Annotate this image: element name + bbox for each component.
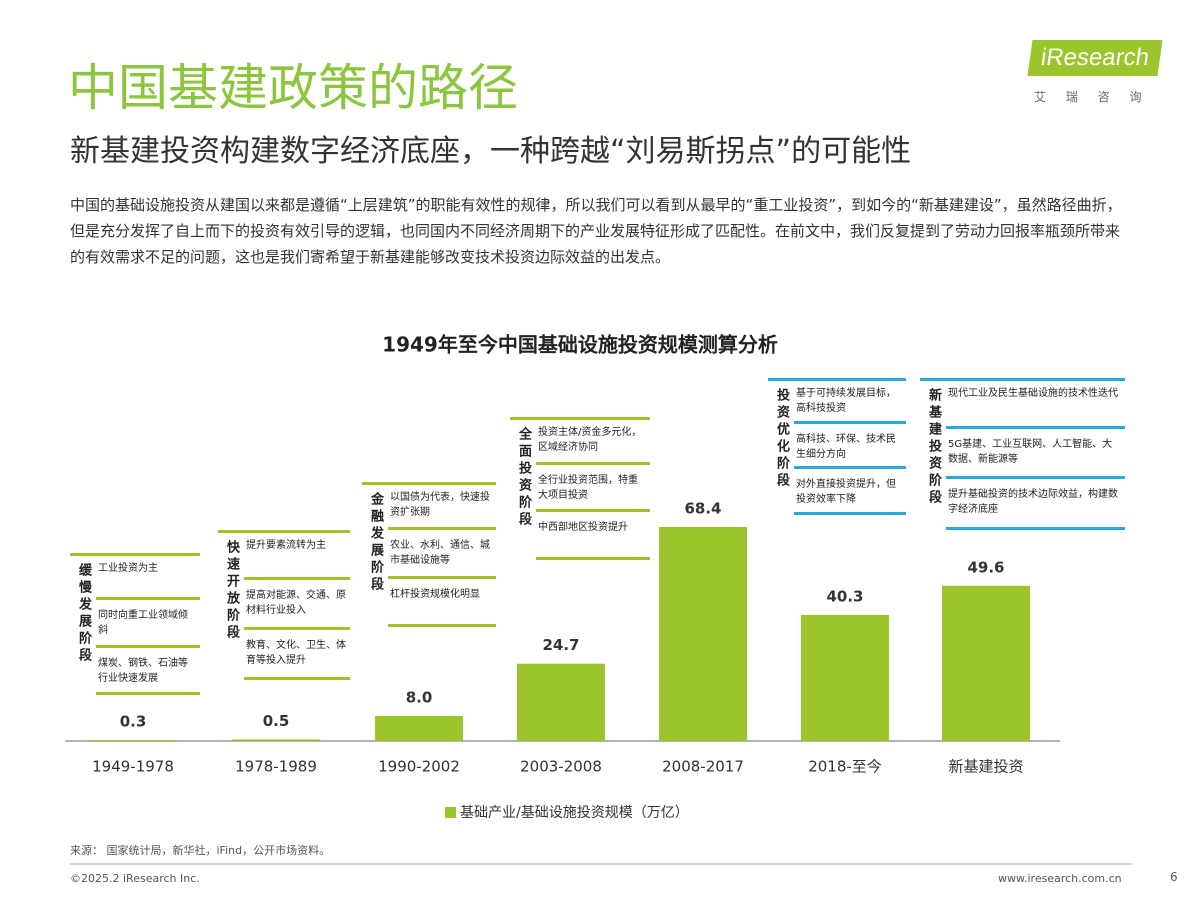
stage-item: 投资主体/资金多元化，区域经济协同 bbox=[538, 427, 642, 453]
stage-item: 农业、水利、通信、城市基础设施等 bbox=[390, 540, 490, 567]
stage-rule bbox=[946, 476, 1125, 480]
stage-rule bbox=[920, 378, 1125, 381]
stage-item: 教育、文化、卫生、体育等投入提升 bbox=[246, 640, 346, 666]
value-label: 68.4 bbox=[684, 500, 721, 518]
value-label: 24.7 bbox=[542, 636, 579, 654]
stage-item: 以国债为代表，快速投资扩张期 bbox=[390, 492, 490, 518]
stage-item: 基于可持续发展目标，高科技投资 bbox=[796, 388, 896, 414]
stage-item: 全行业投资范围，特重大项目投资 bbox=[538, 474, 638, 501]
x-tick-label: 2018-至今 bbox=[808, 758, 882, 776]
stage-rule bbox=[96, 597, 200, 601]
stage-rule bbox=[794, 512, 906, 515]
stage-item: 提升要素流转为主 bbox=[246, 540, 326, 551]
stage-rule bbox=[96, 644, 200, 648]
stage-rule bbox=[70, 553, 200, 556]
bar bbox=[89, 740, 177, 741]
stage-rule bbox=[536, 557, 650, 560]
stage-rule bbox=[510, 417, 650, 420]
stage-rule bbox=[536, 509, 650, 513]
chart-title: 1949年至今中国基础设施投资规模测算分析 bbox=[382, 333, 778, 357]
stage-rule bbox=[388, 527, 496, 531]
stage-rule bbox=[244, 627, 350, 630]
x-tick-label: 1978-1989 bbox=[235, 758, 317, 776]
copyright: ©2025.2 iResearch Inc. bbox=[70, 872, 200, 885]
stage-label: 金融发展阶段 bbox=[368, 492, 383, 594]
bar bbox=[375, 715, 463, 741]
stage-box: 投资优化阶段 基于可持续发展目标，高科技投资 高科技、环保、技术民生细分方向 对外直接… bbox=[768, 378, 906, 515]
stage-rule bbox=[388, 624, 496, 627]
stage-item: 5G基建、工业互联网、人工智能、大数据、新能源等 bbox=[948, 438, 1113, 465]
stage-label: 全面投资阶段 bbox=[516, 427, 531, 529]
stage-rule bbox=[244, 677, 350, 680]
stage-box: 缓慢发展阶段 工业投资为主同时向重工业领域倾斜 煤炭、钢铁、石油等行业快速发展 bbox=[70, 553, 200, 695]
stage-rule bbox=[536, 461, 650, 465]
stage-rule bbox=[362, 482, 496, 485]
stage-rule bbox=[388, 575, 496, 579]
stage-rule bbox=[96, 692, 200, 695]
legend-swatch bbox=[445, 807, 456, 818]
stage-rule bbox=[218, 530, 350, 533]
value-label: 0.3 bbox=[120, 713, 147, 731]
stage-label: 新基建投资阶段 bbox=[926, 388, 941, 507]
stage-box: 全面投资阶段 投资主体/资金多元化，区域经济协同 全行业投资范围，特重大项目投资中西… bbox=[510, 417, 650, 560]
logo-sub: 艾 瑞 咨 询 bbox=[1034, 90, 1150, 104]
bar bbox=[232, 739, 320, 741]
bar bbox=[517, 663, 605, 741]
value-label: 49.6 bbox=[967, 558, 1004, 576]
bar bbox=[942, 585, 1030, 741]
stage-item: 提高对能源、交通、原材料行业投入 bbox=[246, 590, 346, 616]
bar bbox=[801, 614, 889, 741]
stage-item: 同时向重工业领域倾斜 bbox=[98, 610, 188, 637]
x-tick-label: 1949-1978 bbox=[92, 758, 174, 776]
stage-rule bbox=[946, 425, 1125, 429]
value-label: 40.3 bbox=[826, 587, 863, 605]
url: www.iresearch.com.cn bbox=[998, 872, 1122, 885]
stage-item: 中西部地区投资提升 bbox=[538, 522, 628, 534]
stage-item: 现代工业及民生基础设施的技术性迭代 bbox=[948, 388, 1118, 399]
stage-item: 提升基础投资的技术边际效益，构建数字经济底座 bbox=[948, 489, 1118, 516]
stage-rule bbox=[768, 378, 906, 381]
stage-label: 缓慢发展阶段 bbox=[76, 563, 91, 665]
page-number: 6 bbox=[1170, 870, 1178, 884]
stage-box: 金融发展阶段 以国债为代表，快速投资扩张期 农业、水利、通信、城市基础设施等杠杆投资… bbox=[362, 482, 496, 627]
stage-rule bbox=[244, 577, 350, 580]
stage-item: 煤炭、钢铁、石油等行业快速发展 bbox=[98, 657, 188, 684]
source: 来源： 国家统计局，新华社，iFind，公开市场资料。 bbox=[70, 844, 331, 857]
stage-rule bbox=[794, 420, 906, 424]
stage-rule bbox=[794, 466, 906, 470]
x-tick-label: 2008-2017 bbox=[662, 758, 744, 776]
x-tick-label: 2003-2008 bbox=[520, 758, 602, 776]
subtitle: 新基建投资构建数字经济底座，一种跨越“刘易斯拐点”的可能性 bbox=[70, 134, 912, 169]
stage-item: 高科技、环保、技术民生细分方向 bbox=[796, 433, 896, 460]
stage-item: 杠杆投资规模化明显 bbox=[390, 588, 480, 600]
title: 中国基建政策的路径 bbox=[68, 59, 518, 117]
legend-label: 基础产业/基础设施投资规模（万亿） bbox=[460, 804, 689, 821]
stage-box: 快速开放阶段 提升要素流转为主提高对能源、交通、原材料行业投入 教育、文化、卫生、体… bbox=[218, 530, 350, 680]
x-tick-label: 新基建投资 bbox=[948, 758, 1023, 776]
stage-label: 快速开放阶段 bbox=[224, 540, 239, 642]
stage-box: 新基建投资阶段 现代工业及民生基础设施的技术性迭代 5G基建、工业互联网、人工智能、… bbox=[920, 378, 1125, 530]
x-tick-label: 1990-2002 bbox=[378, 758, 460, 776]
stage-rule bbox=[946, 527, 1125, 530]
body-text: 中国的基础设施投资从建国以来都是遵循“上层建筑”的职能有效性的规律，所以我们可以… bbox=[70, 196, 1122, 266]
bar bbox=[659, 527, 747, 741]
value-label: 8.0 bbox=[406, 688, 433, 706]
stage-item: 工业投资为主 bbox=[98, 563, 158, 574]
stage-label: 投资优化阶段 bbox=[774, 388, 789, 490]
value-label: 0.5 bbox=[263, 712, 290, 730]
stage-item: 对外直接投资提升，但投资效率下降 bbox=[796, 479, 896, 506]
